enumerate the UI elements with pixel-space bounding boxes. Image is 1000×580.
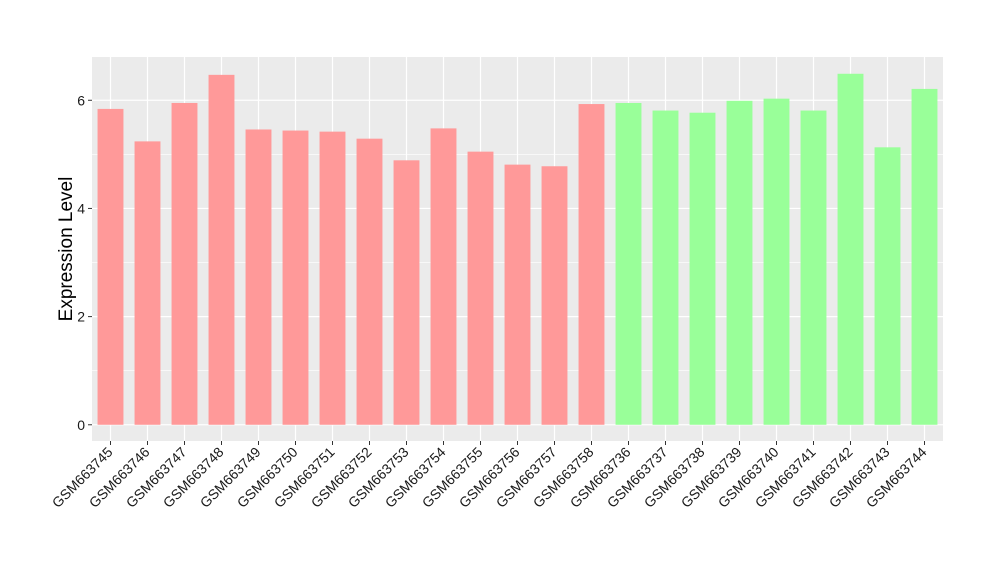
x-axis: GSM663745GSM663746GSM663747GSM663748GSM6… (49, 441, 930, 511)
y-axis-title: Expression Level (56, 177, 77, 322)
bar (541, 166, 568, 425)
bar (911, 88, 938, 425)
bar (356, 138, 383, 425)
bar (467, 151, 494, 425)
bar (245, 129, 272, 425)
y-tick-label: 0 (77, 417, 85, 433)
bar (282, 130, 309, 425)
bar (430, 128, 457, 425)
y-tick-label: 4 (77, 200, 85, 216)
bar (763, 98, 790, 425)
y-tick-label: 2 (77, 309, 85, 325)
bar (393, 160, 420, 425)
bar (726, 100, 753, 425)
y-tick-label: 6 (77, 92, 85, 108)
bar (652, 110, 679, 425)
bars (97, 73, 938, 425)
bar (171, 102, 198, 425)
bar (578, 104, 605, 425)
bar (874, 147, 901, 425)
bar (97, 108, 124, 425)
bar (134, 141, 161, 425)
bar (319, 131, 346, 425)
bar (504, 164, 531, 425)
bar (837, 73, 864, 425)
bar (689, 112, 716, 425)
bar (800, 110, 827, 425)
bar (615, 102, 642, 425)
bar (208, 74, 235, 425)
y-axis: 0 2 4 6 (77, 92, 92, 433)
